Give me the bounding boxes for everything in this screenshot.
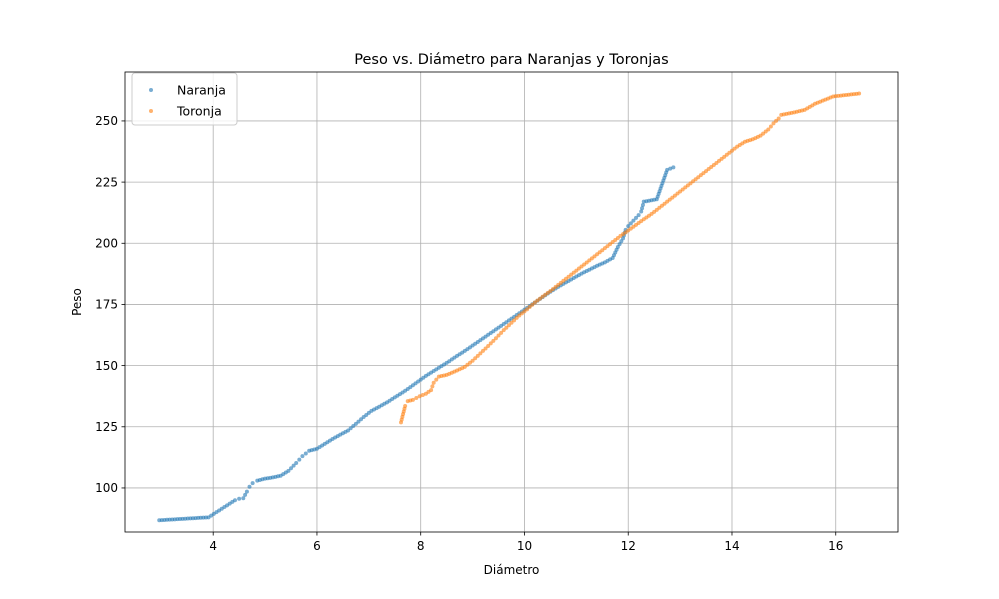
data-point	[499, 330, 504, 335]
chart-title: Peso vs. Diámetro para Naranjas y Toronj…	[354, 52, 669, 68]
data-point	[496, 333, 501, 338]
data-point	[671, 165, 676, 170]
data-point	[640, 202, 645, 207]
data-point	[414, 396, 419, 401]
data-point	[247, 484, 252, 489]
data-point	[473, 356, 478, 361]
data-point	[286, 468, 291, 473]
legend-box	[131, 72, 238, 126]
data-point	[291, 463, 296, 468]
data-point	[514, 315, 519, 320]
data-point	[434, 377, 439, 382]
plot-frame	[124, 71, 899, 533]
data-point	[493, 336, 498, 341]
x-tick-label: 14	[724, 539, 739, 553]
data-point	[530, 302, 535, 307]
data-point	[243, 492, 248, 497]
data-point	[668, 166, 673, 171]
data-point	[488, 341, 493, 346]
data-point	[501, 328, 506, 333]
data-point	[417, 394, 422, 399]
data-point	[429, 388, 434, 393]
x-axis-label: Diámetro	[484, 563, 540, 577]
x-tick-label: 12	[621, 539, 636, 553]
data-point	[636, 213, 641, 218]
x-tick-label: 8	[417, 539, 425, 553]
data-point	[857, 91, 862, 96]
data-point	[504, 325, 509, 330]
data-point	[241, 496, 246, 501]
data-point	[431, 380, 436, 385]
data-point	[506, 323, 511, 328]
data-point	[300, 454, 305, 459]
y-tick-label: 150	[95, 359, 118, 373]
data-point	[491, 338, 496, 343]
data-point	[768, 124, 773, 129]
legend: Naranja Toronja	[131, 72, 238, 126]
data-point	[527, 305, 532, 310]
data-point	[774, 118, 779, 123]
data-point	[475, 353, 480, 358]
legend-label-toronja: Toronja	[176, 104, 222, 119]
data-point	[480, 348, 485, 353]
legend-marker-naranja	[149, 88, 153, 92]
x-tick-label: 10	[517, 539, 532, 553]
data-point	[631, 218, 636, 223]
data-point	[525, 307, 530, 312]
data-point	[776, 116, 781, 121]
data-point	[430, 384, 435, 389]
data-point	[303, 451, 308, 456]
y-tick-label: 200	[95, 236, 118, 250]
data-point	[294, 461, 299, 465]
y-axis-label: Peso	[70, 288, 84, 316]
y-tick-label: 225	[95, 175, 118, 189]
data-point	[297, 457, 302, 462]
data-point	[244, 489, 249, 494]
ticks: 4 6 8 10 12 14 16 100 125 150 175 200 225 250	[95, 114, 843, 553]
data-points	[157, 91, 862, 523]
data-point	[420, 392, 425, 397]
data-point	[483, 346, 488, 351]
data-point	[356, 419, 361, 424]
data-point	[640, 206, 645, 211]
data-point	[771, 121, 776, 126]
data-point	[766, 127, 771, 132]
x-tick-label: 4	[209, 539, 217, 553]
data-point	[289, 466, 294, 471]
data-point	[639, 209, 644, 214]
x-tick-label: 16	[828, 539, 843, 553]
data-point	[628, 221, 633, 226]
y-tick-label: 100	[95, 481, 118, 495]
data-point	[353, 421, 358, 426]
data-point	[403, 403, 408, 408]
data-point	[470, 358, 475, 363]
data-point	[410, 397, 415, 402]
data-point	[250, 481, 255, 486]
x-tick-label: 6	[313, 539, 321, 553]
data-point	[237, 496, 242, 501]
y-tick-label: 250	[95, 114, 118, 128]
data-point	[512, 318, 517, 323]
data-point	[509, 320, 514, 325]
data-point	[478, 351, 483, 356]
data-point	[359, 417, 364, 422]
y-tick-label: 125	[95, 420, 118, 434]
data-point	[626, 224, 631, 229]
legend-label-naranja: Naranja	[177, 83, 226, 98]
data-point	[665, 167, 670, 172]
legend-marker-toronja	[149, 109, 153, 113]
data-point	[232, 498, 237, 503]
grid	[125, 72, 898, 532]
data-point	[634, 215, 639, 220]
data-point	[486, 344, 491, 349]
series-toronja	[398, 91, 862, 425]
y-tick-label: 175	[95, 298, 118, 312]
